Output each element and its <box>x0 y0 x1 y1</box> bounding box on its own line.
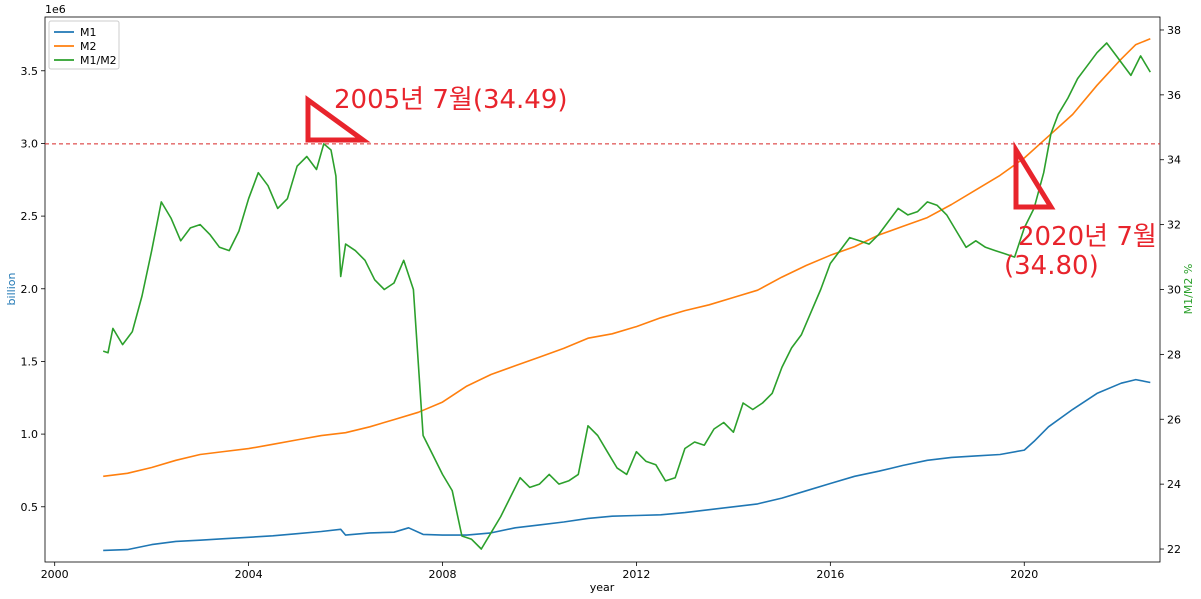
legend-label-m2: M2 <box>80 40 97 53</box>
annotation-2020-value: (34.80) <box>1004 251 1099 281</box>
y-right-tick-label: 32 <box>1167 219 1181 232</box>
series-line-m1 <box>103 378 1151 552</box>
series-line-m2 <box>103 38 1151 478</box>
y-left-tick-label: 2.5 <box>21 210 39 223</box>
x-tick-label: 2016 <box>816 568 844 581</box>
y-left-tick-label: 3.5 <box>21 65 39 78</box>
y-left-tick-label: 3.0 <box>21 137 39 150</box>
y-right-tick-label: 34 <box>1167 154 1181 167</box>
y-right-tick-label: 36 <box>1167 89 1181 102</box>
y-left-tick-label: 1.5 <box>21 355 39 368</box>
y-left-tick-label: 1.0 <box>21 428 39 441</box>
x-tick-label: 2004 <box>235 568 263 581</box>
series-line-m1-m2 <box>102 42 1151 550</box>
y-left-axis-ticks: 0.5 1.0 1.5 2.0 2.5 3.0 3.5 <box>21 65 45 514</box>
x-tick-label: 2008 <box>429 568 457 581</box>
x-tick-label: 2000 <box>41 568 69 581</box>
legend-label-m1m2: M1/M2 <box>80 54 117 67</box>
x-tick-label: 2012 <box>622 568 650 581</box>
y-right-tick-label: 24 <box>1167 478 1181 491</box>
y-right-tick-label: 30 <box>1167 284 1181 297</box>
y-right-tick-label: 28 <box>1167 348 1181 361</box>
y-left-scale-label: 1e6 <box>45 3 66 16</box>
x-axis-ticks: 2000 2004 2008 2012 2016 2020 <box>41 562 1038 581</box>
series-layer <box>102 38 1151 552</box>
legend: M1 M2 M1/M2 <box>48 20 120 70</box>
y-right-tick-label: 22 <box>1167 543 1181 556</box>
annotation-arrow-2005 <box>305 95 371 143</box>
y-right-axis-ticks: 22 24 26 28 30 32 34 36 38 <box>1160 24 1181 556</box>
annotation-arrow-2020 <box>1013 141 1056 210</box>
legend-label-m1: M1 <box>80 26 97 39</box>
plot-area <box>44 16 1161 563</box>
y-left-axis-label: billion <box>5 273 18 306</box>
legend-box <box>48 20 120 70</box>
y-left-tick-label: 2.0 <box>21 283 39 296</box>
annotation-2020-date: 2020년 7월 <box>1018 222 1157 252</box>
y-right-tick-label: 26 <box>1167 413 1181 426</box>
annotation-2005: 2005년 7월(34.49) <box>334 85 568 115</box>
x-axis-label: year <box>590 581 615 594</box>
y-left-tick-label: 0.5 <box>21 501 39 514</box>
x-tick-label: 2020 <box>1010 568 1038 581</box>
y-right-axis-label: M1/M2 % <box>1182 264 1195 315</box>
y-right-tick-label: 38 <box>1167 24 1181 37</box>
